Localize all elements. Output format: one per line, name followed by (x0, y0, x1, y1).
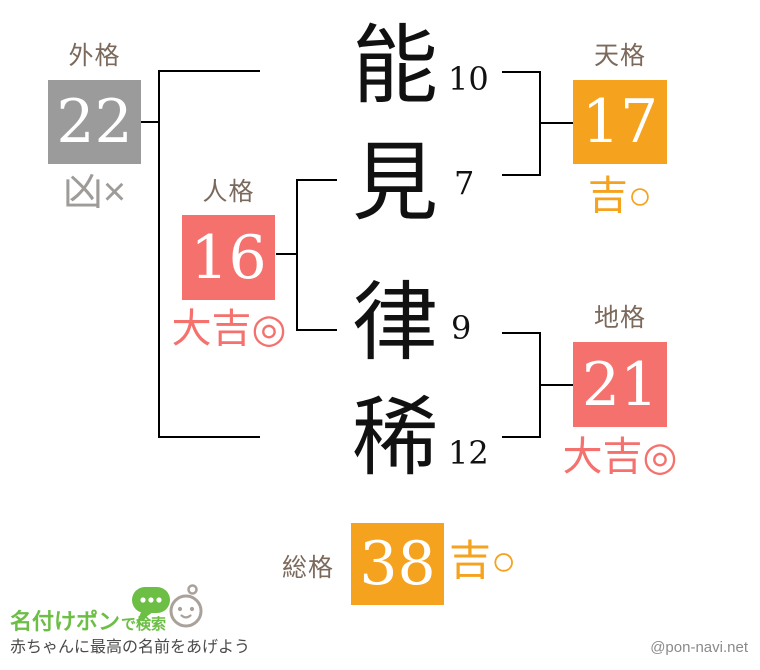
soukaku-value: 38 (359, 529, 436, 599)
stroke-count-2: 7 (454, 164, 475, 202)
gaikaku-bracket-top-line (158, 70, 260, 72)
jinkaku-connector-line (276, 253, 296, 255)
tenkaku-bracket-top-line (502, 71, 541, 73)
jinkaku-value-box: 16 (182, 215, 275, 300)
jinkaku-value: 16 (190, 222, 267, 293)
gaikaku-connector-line (140, 121, 158, 123)
gaikaku-value-box: 22 (48, 80, 141, 164)
name-character-3: 律 (352, 273, 438, 373)
tenkaku-label: 天格 (593, 42, 646, 70)
speech-bubble-tail (136, 610, 153, 624)
stroke-count-1: 10 (448, 60, 489, 98)
jinkaku-rating: 大吉◎ (171, 307, 287, 351)
stroke-count-3: 9 (451, 309, 472, 347)
chikaku-rating: 大吉◎ (562, 435, 678, 479)
site-credit: @pon-navi.net (650, 639, 748, 656)
soukaku-value-box: 38 (351, 523, 444, 605)
soukaku-label: 総格 (281, 554, 334, 582)
gaikaku-value: 22 (56, 87, 133, 157)
tenkaku-bracket-vertical-line (539, 71, 541, 176)
jinkaku-bracket-bottom-line (296, 329, 337, 331)
tenkaku-rating: 吉○ (587, 174, 653, 218)
chikaku-bracket-bottom-line (502, 436, 541, 438)
speech-bubble-baby-icon (132, 584, 203, 628)
bubble-dot-icon (148, 597, 154, 603)
tenkaku-value-box: 17 (573, 80, 667, 164)
name-character-2: 見 (352, 133, 438, 233)
bubble-dot-icon (140, 597, 146, 603)
logo-tagline: 赤ちゃんに最高の名前をあげよう (10, 639, 251, 656)
baby-face-icon (169, 594, 203, 628)
logo-text: 名付けポン で検索 (10, 604, 166, 636)
chikaku-value: 21 (581, 349, 659, 420)
baby-eye-icon (177, 606, 183, 612)
baby-topknot-icon (187, 584, 198, 595)
chikaku-connector-line (541, 384, 574, 386)
name-character-4: 稀 (352, 388, 438, 488)
stroke-count-4: 12 (448, 434, 489, 472)
jinkaku-bracket-top-line (296, 179, 337, 181)
baby-eye-icon (189, 606, 195, 612)
gaikaku-rating: 凶× (62, 170, 127, 214)
jinkaku-bracket-vertical-line (296, 179, 298, 331)
chikaku-bracket-top-line (502, 332, 541, 334)
tenkaku-value: 17 (581, 87, 659, 157)
logo-brand-text: 名付けポン (10, 609, 121, 634)
chikaku-value-box: 21 (573, 342, 667, 427)
jinkaku-label: 人格 (202, 178, 255, 206)
tenkaku-connector-line (541, 122, 574, 124)
chikaku-label: 地格 (593, 304, 646, 332)
name-character-1: 能 (352, 16, 438, 116)
bubble-dot-icon (156, 597, 162, 603)
tenkaku-bracket-bottom-line (502, 174, 541, 176)
gaikaku-label: 外格 (68, 42, 121, 70)
soukaku-rating: 吉○ (449, 537, 517, 584)
chikaku-bracket-vertical-line (539, 332, 541, 438)
logo-suffix-text: で検索 (121, 616, 167, 633)
gaikaku-bracket-bottom-line (158, 436, 260, 438)
baby-mouth-icon (180, 614, 192, 619)
gaikaku-bracket-vertical-line (158, 70, 160, 438)
